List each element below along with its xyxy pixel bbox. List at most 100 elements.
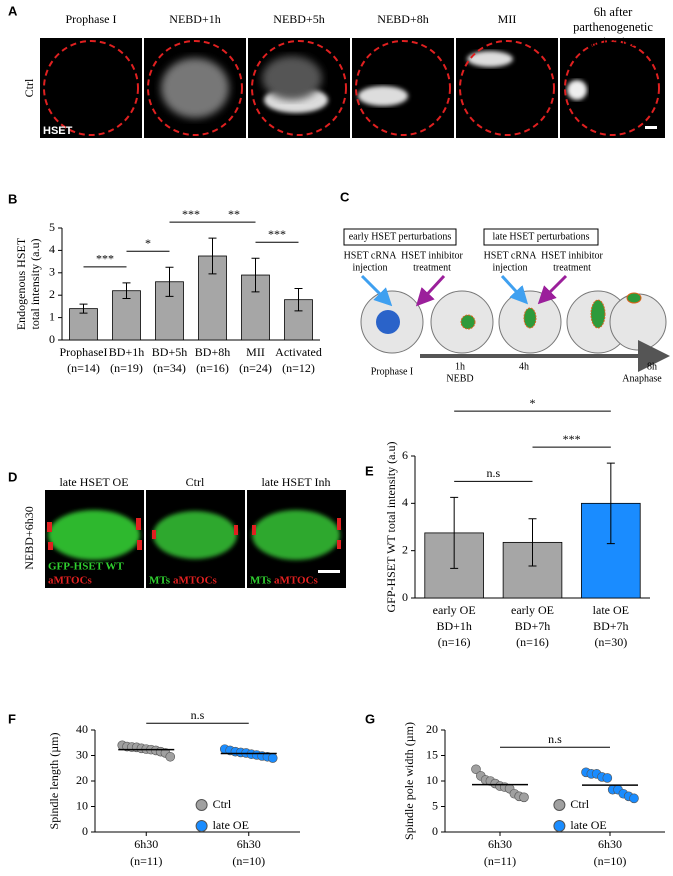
x-tick-label: early OE [511,603,554,617]
microscopy-row [40,38,665,138]
x-tick-label: (n=19) [110,361,143,375]
legend-label: late OE [570,818,606,832]
scale-bar [645,126,657,129]
spindle-images: D late HSET OE Ctrl late HSET Inh NEBD+6… [8,469,346,588]
x-tick-label: (n=14) [67,361,100,375]
arrow [415,274,446,307]
signal [262,56,322,100]
x-tick-label: late OE [593,603,629,617]
step-label: HSET cRNA [344,250,398,261]
significance-label: n.s [486,466,500,480]
y-tick-label: 4 [402,495,408,509]
bar [198,255,227,341]
column-title: MII [498,12,517,26]
x-tick-label: (n=12) [282,361,315,375]
x-tick-label: (n=24) [239,361,272,375]
legend-label: late OE [213,818,249,832]
spindle [590,299,606,329]
x-tick-label: (n=11) [130,854,162,868]
bar [69,308,98,341]
y-axis-label: Endogenous HSET [14,237,28,330]
significance-label: n.s [191,708,205,722]
legend-label: Ctrl [570,797,589,811]
x-tick-label: early OE [433,603,476,617]
x-tick-label: Activated [275,345,322,359]
x-tick-label: BD+7h [515,619,550,633]
spindle [460,314,476,330]
image [40,38,142,138]
y-tick-label: 4 [49,242,55,256]
column-title: NEBD+8h [377,12,428,26]
row-label: NEBD+6h30 [22,506,36,569]
error-bar [294,287,303,312]
x-tick-label: BD+1h [436,619,471,633]
x-tick-label: (n=16) [438,635,471,649]
y-tick-label: 20 [426,722,438,736]
oocyte-outline [43,40,660,136]
column-title: 6h after parthenogenetic activation [573,5,653,49]
step-label: treatment [553,262,591,273]
x-tick-label: MII [246,345,265,359]
y-axis-label: Spindle pole width (µm) [402,722,416,840]
data-point [267,753,278,763]
scale-bar [318,570,340,573]
spindle [626,292,642,304]
error-bar [450,496,459,569]
panel-letter: B [8,191,17,206]
x-tick-label: (n=16) [516,635,549,649]
column-title: NEBD+1h [169,12,220,26]
box [343,228,457,246]
panel-letter: G [365,711,375,726]
data-point [519,792,529,803]
y-tick-label: 20 [76,773,88,787]
error-bar [208,237,217,275]
channel-label: MTs [149,575,171,587]
box [483,228,599,246]
y-tick-label: 2 [49,287,55,301]
step-label: injection [353,262,388,273]
box-label: early HSET perturbations [349,231,452,242]
channel-label: GFP-HSET WT [48,561,124,573]
y-tick-label: 0 [402,590,408,604]
significance-label: *** [563,432,581,446]
x-tick-label: 6h30 [237,837,261,851]
step-label: injection [493,262,528,273]
panel-letter: F [8,711,16,726]
channel-label: MTs [250,575,272,587]
panel-letter: A [8,3,18,18]
y-axis-label: total intensity (a.u) [28,239,42,330]
stain-label: HSET [43,125,73,137]
y-axis-label: Spindle length (µm) [47,733,61,830]
amtoc [47,518,341,550]
legend-marker [553,820,566,832]
y-axis-label: GFP-HSET WT total intensity (a.u) [384,442,398,613]
image [352,38,454,138]
nucleus [376,310,400,334]
column-title: Prophase I [66,12,117,26]
error-bar [251,257,260,293]
error-bar [165,266,174,297]
step-label: HSET inhibitor [541,250,603,261]
x-tick-label: BD+1h [109,345,144,359]
column-title: Ctrl [186,475,205,489]
x-tick-label: 6h30 [134,837,158,851]
time-label: Anaphase [622,373,662,384]
signal [358,86,408,106]
y-tick-label: 0 [82,824,88,838]
spindle [48,510,140,560]
time-label: Prophase I [371,366,414,377]
step-label: HSET inhibitor [401,250,463,261]
y-tick-label: 6 [402,448,408,462]
x-tick-label: (n=10) [594,854,627,868]
data-point [165,751,176,762]
step-label: HSET cRNA [484,250,538,261]
time-label: 8h [647,361,657,372]
time-label: NEBD [446,373,473,384]
error-bar [528,518,537,567]
channel-label: aMTOCs [274,575,319,587]
y-tick-label: 10 [426,773,438,787]
arrow [500,274,529,305]
legend-marker [195,820,208,832]
